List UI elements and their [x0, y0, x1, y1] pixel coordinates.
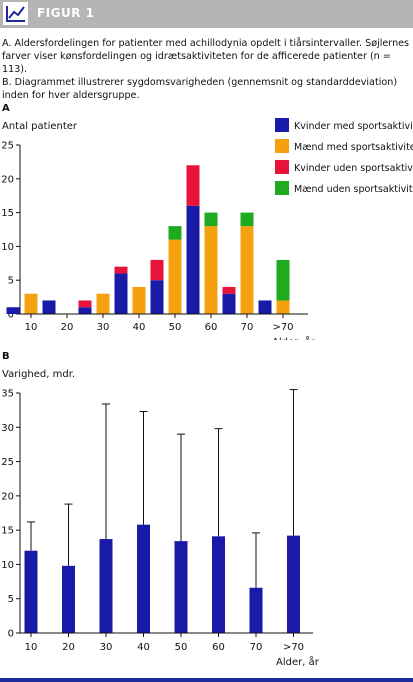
bar-segment	[114, 266, 128, 274]
x-tick-label-a: 40	[133, 322, 146, 333]
y-tick-label-b: 0	[8, 629, 14, 640]
bar-segment	[240, 226, 254, 314]
legend-label: Mænd med sportsaktivitet	[294, 142, 413, 153]
y-tick-label-b: 5	[8, 594, 14, 605]
y-tick-label-b: 30	[1, 423, 14, 434]
bar-segment	[42, 300, 56, 314]
bar-segment	[150, 259, 164, 281]
bar-segment	[150, 280, 164, 314]
bar	[137, 524, 150, 633]
y-axis-label-b: Varighed, mdr.	[2, 369, 75, 380]
y-tick-label-a: 20	[1, 174, 14, 185]
bar-segment	[276, 300, 290, 314]
bar-segment	[204, 226, 218, 314]
panel-label-b: B	[2, 351, 10, 362]
x-tick-label-a: 30	[97, 322, 110, 333]
bar-segment	[186, 205, 200, 314]
y-tick-label-b: 25	[1, 457, 14, 468]
bar-segment	[6, 307, 20, 314]
y-tick-label-b: 35	[1, 389, 14, 400]
x-tick-label-b: 30	[100, 642, 113, 653]
chart-b: B Varighed, mdr. 0 5 10 15 20 25 30 35 10 20 30 40 50 6…	[1, 351, 320, 668]
bar	[287, 535, 300, 633]
figure-caption: A. Aldersfordelingen for patienter med a…	[2, 37, 410, 102]
bar-segment	[78, 307, 92, 314]
legend-swatch	[275, 118, 289, 132]
x-tick-label-b: 20	[62, 642, 75, 653]
bar-segment	[186, 165, 200, 206]
y-tick-label-b: 10	[1, 560, 14, 571]
bar	[174, 541, 188, 633]
x-tick-label-a: 20	[61, 322, 74, 333]
y-tick-label-a: 25	[1, 141, 14, 152]
y-axis-label-a: Antal patienter	[2, 121, 78, 132]
bar-segment	[96, 293, 110, 314]
bar	[62, 565, 75, 633]
x-tick-label-a: >70	[272, 322, 293, 333]
caption-b: B. Diagrammet illustrerer sygdomsvarighe…	[2, 77, 398, 101]
bar-segment	[204, 212, 218, 227]
footer-rule	[0, 678, 413, 682]
x-tick-label-b: 70	[250, 642, 263, 653]
legend-label: Kvinder uden sportsaktivitet	[294, 163, 413, 174]
chart-a: A Antal patienter 0 5 10 15 20 25 10 20 30 40 50 60 70…	[1, 103, 413, 340]
panel-label-a: A	[2, 103, 10, 114]
bar	[99, 539, 113, 633]
x-tick-label-b: 40	[137, 642, 150, 653]
y-tick-label-b: 20	[1, 491, 14, 502]
y-tick-label-a: 0	[8, 310, 14, 321]
bar-segment	[240, 212, 254, 227]
figure-title: FIGUR 1	[37, 6, 95, 20]
legend-swatch	[275, 139, 289, 153]
x-tick-label-b: >70	[283, 642, 304, 653]
legend-label: Kvinder med sportsaktivitet	[294, 121, 413, 132]
bar-segment	[222, 286, 236, 294]
x-tick-label-a: 10	[25, 322, 38, 333]
bar-segment	[114, 273, 128, 314]
caption-a: A. Aldersfordelingen for patienter med a…	[2, 38, 410, 75]
legend-swatch	[275, 160, 289, 174]
bar	[24, 550, 38, 633]
line-chart-icon	[3, 2, 28, 25]
bar-segment	[168, 226, 182, 240]
bar-segment	[78, 300, 92, 308]
x-axis-label-b: Alder, år	[276, 655, 320, 668]
bar-segment	[168, 239, 182, 314]
y-tick-label-b: 15	[1, 526, 14, 537]
y-tick-label-a: 10	[1, 242, 14, 253]
bar	[212, 536, 225, 633]
x-tick-label-b: 10	[25, 642, 38, 653]
x-tick-label-b: 60	[212, 642, 225, 653]
y-tick-label-a: 5	[8, 276, 14, 287]
bar-segment	[276, 259, 290, 301]
bar	[249, 587, 263, 633]
x-tick-label-b: 50	[175, 642, 188, 653]
x-tick-label-a: 70	[241, 322, 254, 333]
x-axis-label-a: Alder, år	[272, 335, 316, 340]
x-tick-label-a: 60	[205, 322, 218, 333]
bar-segment	[258, 300, 272, 314]
x-tick-label-a: 50	[169, 322, 182, 333]
legend-label: Mænd uden sportsaktivitet	[294, 184, 413, 195]
legend-swatch	[275, 181, 289, 195]
bar-segment	[132, 286, 146, 314]
bar-segment	[222, 293, 236, 314]
bar-segment	[24, 293, 38, 314]
y-tick-label-a: 15	[1, 208, 14, 219]
figure-header: FIGUR 1	[0, 0, 413, 28]
